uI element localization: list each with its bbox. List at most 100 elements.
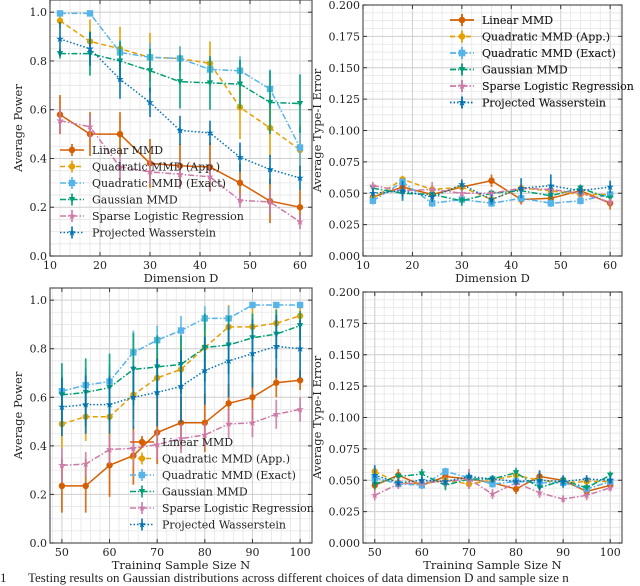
y-tick-label: 0.175 — [329, 30, 361, 43]
legend: Linear MMD Quadratic MMD (App.) Quadratic … — [450, 14, 634, 110]
y-tick-label: 0.6 — [30, 391, 48, 404]
legend-label: Quadratic MMD (App.) — [92, 161, 220, 174]
data-point — [296, 144, 304, 151]
y-tick-label: 0.8 — [30, 343, 48, 356]
legend-label: Quadratic MMD (Exact) — [92, 177, 226, 190]
legend-label: Linear MMD — [482, 14, 553, 27]
legend-marker — [68, 196, 76, 203]
x-tick-label: 30 — [143, 259, 157, 272]
data-point — [266, 165, 274, 173]
data-point — [442, 468, 449, 475]
legend-item: Quadratic MMD (Exact) — [130, 469, 296, 482]
data-point — [206, 128, 214, 137]
data-point — [272, 342, 281, 350]
legend-label: Gaussian MMD — [92, 194, 178, 207]
legend-label: Quadratic MMD (Exact) — [482, 47, 616, 60]
data-point — [86, 10, 94, 17]
x-tick-label: 10 — [356, 259, 370, 272]
grid — [363, 291, 622, 544]
data-point — [82, 482, 89, 490]
data-point — [488, 475, 497, 483]
series-projected-wasserstein — [371, 465, 614, 491]
data-point — [296, 217, 304, 226]
y-tick-label: 0.0 — [30, 250, 48, 263]
x-axis-label: Dimension D — [144, 271, 219, 285]
figure-canvas: 10 20 30 40 50 60 0.0 0.2 0.4 0.6 0.8 1.0 Dimension … — [11, 0, 634, 570]
data-point — [428, 185, 436, 193]
data-point — [236, 179, 244, 187]
data-point — [146, 98, 154, 106]
x-axis-label: Training Sample Size N — [423, 558, 562, 570]
series-projected-wasserstein — [369, 174, 614, 205]
legend-item: Linear MMD — [450, 14, 553, 27]
chart-bottom-right: 50 60 70 80 90 100 0.000 0.025 0.050 0.075 0.100 0.… — [310, 14, 634, 570]
x-tick-label: 60 — [103, 546, 117, 559]
legend-item: Quadratic MMD (Exact) — [60, 177, 226, 190]
series-projected-wasserstein — [56, 21, 304, 191]
data-point — [206, 172, 214, 180]
x-axis-label: Dimension D — [455, 271, 530, 285]
data-point — [105, 400, 114, 408]
y-tick-label: 1.0 — [30, 6, 48, 19]
legend-label: Quadratic MMD (App.) — [482, 31, 610, 44]
legend-marker — [458, 82, 466, 90]
data-point — [428, 200, 436, 207]
data-point — [201, 430, 209, 439]
data-point — [512, 485, 520, 493]
data-point — [56, 17, 64, 24]
legend-label: Projected Wasserstein — [162, 519, 286, 532]
data-point — [177, 434, 185, 442]
data-point — [58, 482, 66, 490]
data-point — [296, 204, 304, 211]
data-point — [81, 460, 90, 468]
legend-marker — [68, 228, 76, 236]
legend-label: Gaussian MMD — [482, 64, 568, 77]
data-point — [296, 301, 304, 309]
data-point — [296, 344, 304, 352]
data-point — [249, 301, 256, 309]
series-line — [374, 471, 611, 489]
x-tick-label: 90 — [245, 546, 259, 559]
data-point — [487, 189, 496, 197]
data-point — [56, 10, 64, 17]
legend-item: Projected Wasserstein — [450, 96, 606, 110]
legend-marker — [138, 455, 146, 462]
y-tick-label: 0.050 — [329, 474, 361, 487]
y-tick-label: 0.8 — [30, 55, 48, 68]
legend-label: Linear MMD — [162, 436, 233, 449]
legend-label: Projected Wasserstein — [482, 97, 606, 110]
series-line — [372, 183, 611, 201]
data-point — [129, 393, 138, 401]
legend-label: Gaussian MMD — [162, 486, 248, 499]
y-tick-label: 0.175 — [329, 317, 361, 330]
data-point — [236, 81, 244, 88]
legend-label: Sparse Logistic Regression — [482, 80, 634, 93]
data-point — [583, 485, 590, 491]
data-point — [225, 400, 232, 407]
data-point — [296, 174, 304, 182]
y-tick-label: 0.6 — [30, 104, 48, 117]
data-point — [606, 191, 614, 198]
legend-marker — [458, 49, 466, 57]
data-point — [201, 366, 209, 374]
series-line — [61, 315, 301, 425]
legend-item: Quadratic MMD (App.) — [60, 160, 220, 174]
data-point — [428, 193, 436, 201]
y-tick-label: 0.000 — [329, 250, 361, 263]
data-point — [559, 477, 567, 485]
legend-item: Sparse Logistic Regression — [130, 502, 314, 515]
data-point — [418, 471, 426, 478]
y-tick-label: 0.2 — [30, 488, 48, 501]
legend-marker — [458, 66, 466, 73]
legend-item: Gaussian MMD — [130, 485, 248, 499]
legend-item: Linear MMD — [60, 144, 163, 157]
y-axis-label: Average Power — [11, 371, 25, 460]
data-point — [266, 197, 274, 206]
data-point — [606, 483, 614, 491]
data-point — [488, 177, 495, 184]
x-tick-label: 70 — [150, 546, 164, 559]
data-point — [441, 477, 450, 485]
data-point — [249, 394, 256, 401]
x-tick-label: 10 — [43, 259, 57, 272]
data-point — [458, 180, 466, 188]
